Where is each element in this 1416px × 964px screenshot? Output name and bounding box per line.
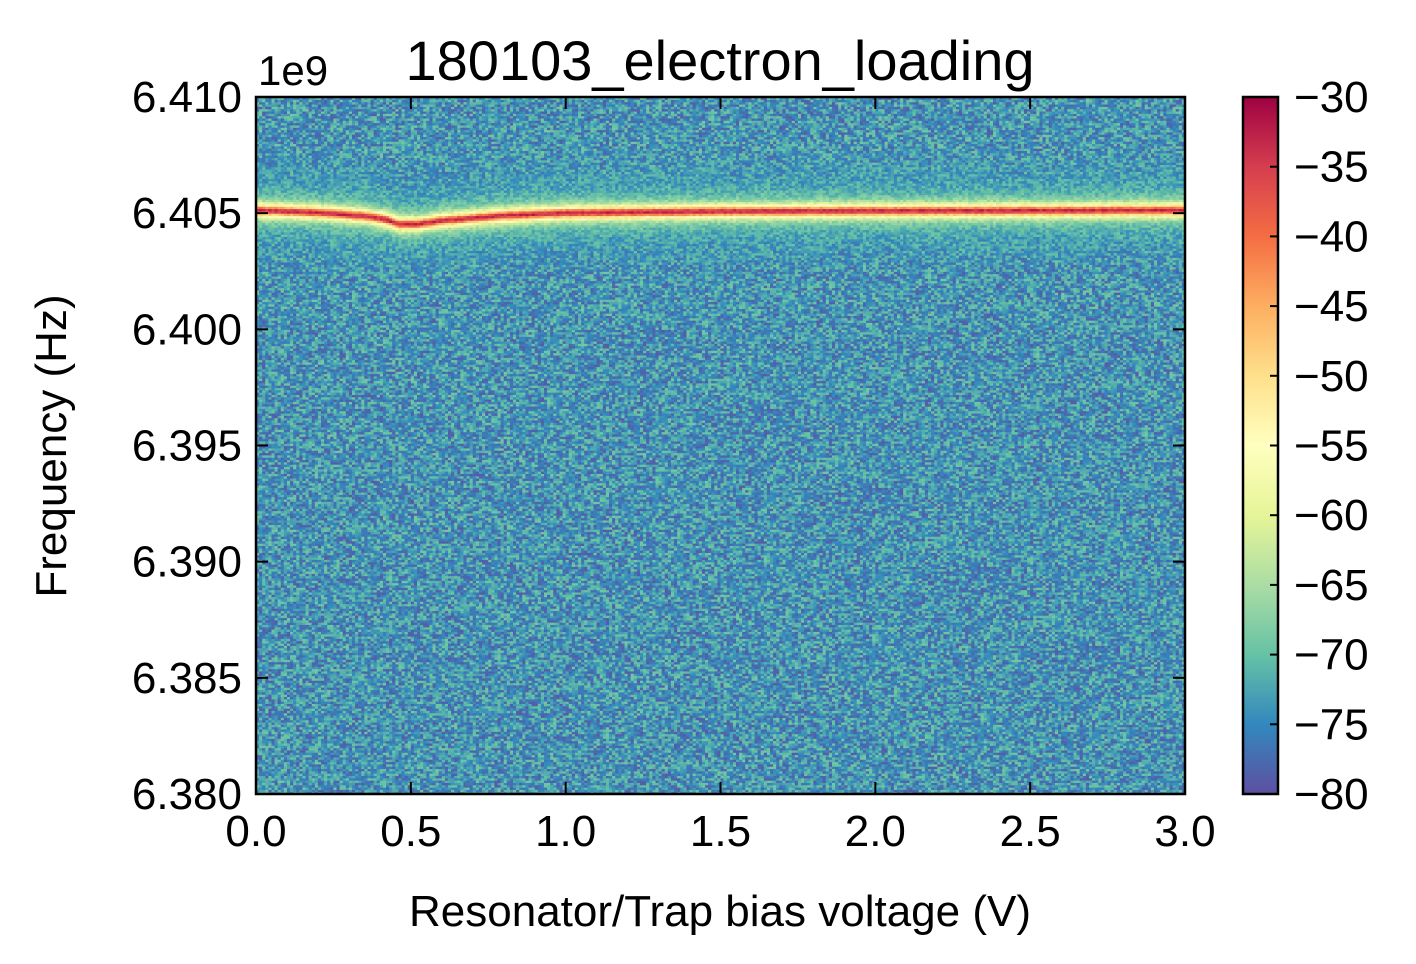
colorbar-tick-label: −50: [1294, 352, 1369, 401]
y-tick-labels: 6.380 6.385 6.390 6.395 6.400 6.405 6.410: [132, 73, 242, 819]
heatmap-image: [256, 97, 1186, 795]
x-tick-label: 0.5: [380, 807, 441, 856]
y-tick-label: 6.385: [132, 654, 242, 703]
colorbar-tick-label: −30: [1294, 73, 1369, 122]
y-tick-label: 6.410: [132, 73, 242, 122]
colorbar-tick-label: −60: [1294, 491, 1369, 540]
colorbar-tick-label: −40: [1294, 212, 1369, 261]
colorbar-tick-label: −80: [1294, 770, 1369, 819]
colorbar-tick-label: −45: [1294, 282, 1369, 331]
colorbar-tick-labels: −80 −75 −70 −65 −60 −55 −50 −45 −40 −35 −30: [1294, 73, 1369, 819]
x-tick-label: 3.0: [1154, 807, 1215, 856]
colorbar-tick-label: −70: [1294, 631, 1369, 680]
y-tick-label: 6.380: [132, 770, 242, 819]
colorbar-tick-label: −65: [1294, 561, 1369, 610]
y-tick-label: 6.400: [132, 305, 242, 354]
x-tick-labels: 0.0 0.5 1.0 1.5 2.0 2.5 3.0: [225, 807, 1215, 856]
x-axis-label: Resonator/Trap bias voltage (V): [409, 887, 1031, 936]
x-tick-label: 2.5: [1000, 807, 1061, 856]
y-tick-label: 6.390: [132, 538, 242, 587]
y-axis-label: Frequency (Hz): [27, 294, 76, 597]
x-tick-label: 1.5: [690, 807, 751, 856]
x-tick-label: 1.0: [535, 807, 596, 856]
colorbar-tick-label: −55: [1294, 422, 1369, 471]
chart-title: 180103_electron_loading: [406, 29, 1035, 92]
y-tick-label: 6.405: [132, 189, 242, 238]
colorbar-tick-label: −75: [1294, 700, 1369, 749]
y-offset-label: 1e9: [258, 47, 328, 94]
y-tick-label: 6.395: [132, 422, 242, 471]
colorbar-tick-label: −35: [1294, 143, 1369, 192]
x-tick-label: 2.0: [845, 807, 906, 856]
